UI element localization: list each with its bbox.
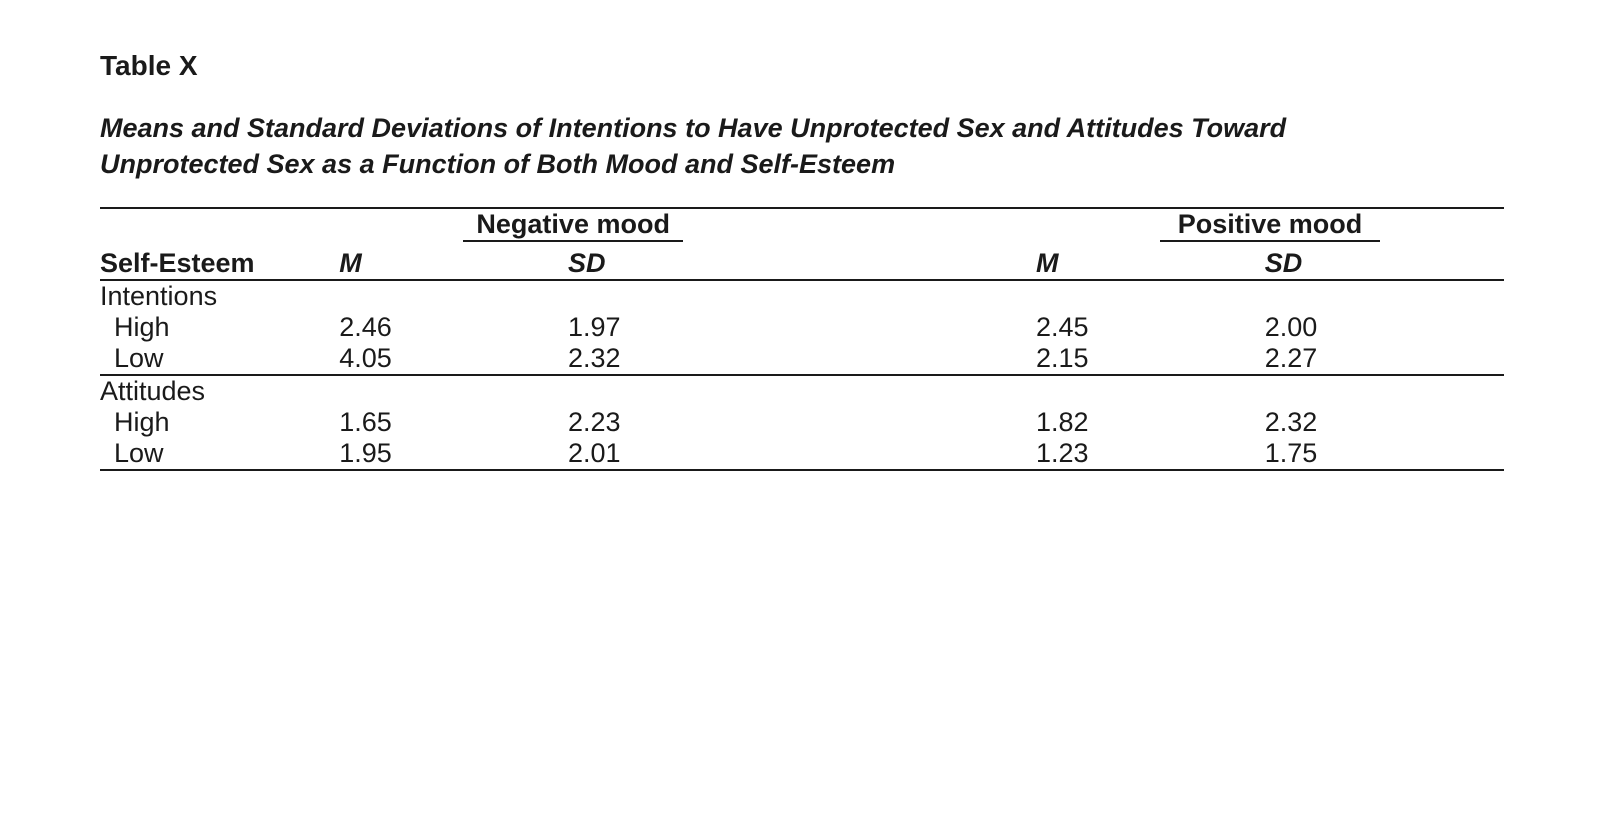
cell-value: 2.27 (1265, 343, 1504, 375)
cell-value: 2.00 (1265, 312, 1504, 343)
cell-value: 4.05 (339, 343, 568, 375)
cell-value: 1.82 (1036, 407, 1265, 438)
spanner-rule (463, 240, 683, 242)
row-stub: Low (100, 438, 339, 470)
stub-heading: Self-Esteem (100, 248, 339, 280)
table-header: Negative mood Positive mood Self-Esteem … (100, 208, 1504, 280)
cell-value: 1.75 (1265, 438, 1504, 470)
spanner-negative-mood: Negative mood (476, 209, 670, 239)
table-body: Intentions High 2.46 1.97 2.45 2.00 Low … (100, 280, 1504, 470)
col-header-sd: SD (568, 248, 807, 280)
table-row: Low 1.95 2.01 1.23 1.75 (100, 438, 1504, 470)
table-row: High 2.46 1.97 2.45 2.00 (100, 312, 1504, 343)
data-table: Negative mood Positive mood Self-Esteem … (100, 207, 1504, 471)
spanner-rule (1160, 240, 1380, 242)
cell-value: 2.46 (339, 312, 568, 343)
cell-value: 2.23 (568, 407, 807, 438)
row-stub: High (100, 312, 339, 343)
col-header-m: M (1036, 248, 1265, 280)
table-row: Low 4.05 2.32 2.15 2.27 (100, 343, 1504, 375)
row-stub: Low (100, 343, 339, 375)
cell-value: 2.45 (1036, 312, 1265, 343)
section-heading-row: Attitudes (100, 375, 1504, 407)
section-heading-row: Intentions (100, 280, 1504, 312)
section-heading: Intentions (100, 280, 1504, 312)
cell-value: 1.65 (339, 407, 568, 438)
cell-value: 1.97 (568, 312, 807, 343)
table-container: Table X Means and Standard Deviations of… (0, 0, 1604, 511)
col-header-m: M (339, 248, 568, 280)
table-title: Means and Standard Deviations of Intenti… (100, 110, 1380, 183)
table-row: High 1.65 2.23 1.82 2.32 (100, 407, 1504, 438)
cell-value: 2.01 (568, 438, 807, 470)
cell-value: 2.32 (1265, 407, 1504, 438)
col-header-sd: SD (1265, 248, 1504, 280)
cell-value: 2.15 (1036, 343, 1265, 375)
cell-value: 1.95 (339, 438, 568, 470)
cell-value: 2.32 (568, 343, 807, 375)
spanner-positive-mood: Positive mood (1178, 209, 1363, 239)
row-stub: High (100, 407, 339, 438)
table-label: Table X (100, 50, 1504, 82)
section-heading: Attitudes (100, 375, 1504, 407)
cell-value: 1.23 (1036, 438, 1265, 470)
